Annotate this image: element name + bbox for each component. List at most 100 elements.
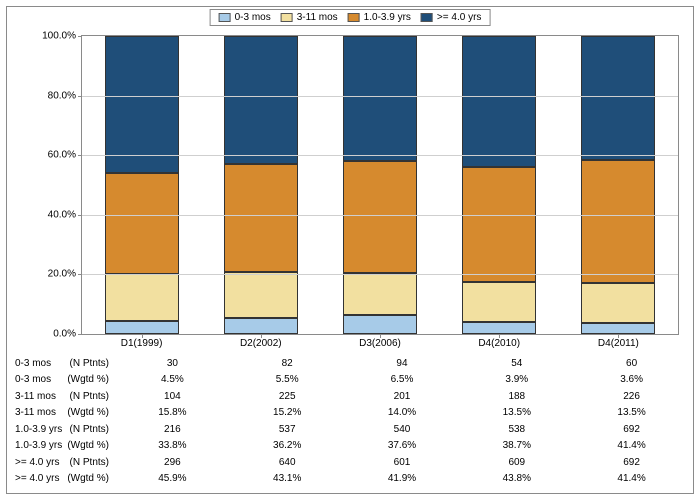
table-cell: 225 bbox=[230, 391, 345, 402]
table-row: 0-3 mos(Wgtd %)4.5%5.5%6.5%3.9%3.6% bbox=[11, 372, 689, 389]
legend-item: 3-11 mos bbox=[281, 12, 338, 23]
table-cell: 60 bbox=[574, 358, 689, 369]
table-row: 3-11 mos(Wgtd %)15.8%15.2%14.0%13.5%13.5… bbox=[11, 405, 689, 422]
bar-segment bbox=[343, 161, 417, 273]
legend-swatch-s3 bbox=[421, 13, 433, 22]
row-label-left: 1.0-3.9 yrs bbox=[15, 440, 62, 451]
legend-swatch-s1 bbox=[281, 13, 293, 22]
table-cell: 37.6% bbox=[345, 440, 460, 451]
chart-frame: 0-3 mos 3-11 mos 1.0-3.9 yrs >= 4.0 yrs … bbox=[6, 6, 694, 494]
table-cell: 94 bbox=[345, 358, 460, 369]
table-cell: 36.2% bbox=[230, 440, 345, 451]
bar-group bbox=[462, 36, 536, 334]
table-cell: 4.5% bbox=[115, 374, 230, 385]
row-label-left: 3-11 mos bbox=[15, 407, 56, 418]
table-row: 1.0-3.9 yrs(N Ptnts)216537540538692 bbox=[11, 421, 689, 438]
data-table: 0-3 mos(N Ptnts)30829454600-3 mos(Wgtd %… bbox=[11, 355, 689, 487]
bar-segment bbox=[224, 318, 298, 334]
ytick-label: 100.0% bbox=[42, 31, 82, 42]
row-label-right: (N Ptnts) bbox=[70, 457, 115, 468]
ytick-label: 40.0% bbox=[48, 209, 82, 220]
row-cells: 104225201188226 bbox=[115, 391, 689, 402]
bar-segment bbox=[462, 322, 536, 334]
table-cell: 692 bbox=[574, 457, 689, 468]
row-label: 3-11 mos(Wgtd %) bbox=[11, 407, 115, 418]
row-label-right: (N Ptnts) bbox=[70, 391, 115, 402]
row-label-left: 1.0-3.9 yrs bbox=[15, 424, 62, 435]
row-cells: 4.5%5.5%6.5%3.9%3.6% bbox=[115, 374, 689, 385]
table-cell: 15.2% bbox=[230, 407, 345, 418]
legend-label: 3-11 mos bbox=[297, 12, 338, 23]
row-label-left: 3-11 mos bbox=[15, 391, 56, 402]
bar-segment bbox=[581, 160, 655, 283]
row-label-left: >= 4.0 yrs bbox=[15, 457, 59, 468]
row-label-right: (N Ptnts) bbox=[70, 358, 115, 369]
bar-segment bbox=[343, 273, 417, 315]
xtick-label: D3(2006) bbox=[359, 334, 401, 349]
bar-segment bbox=[462, 36, 536, 167]
table-cell: 226 bbox=[574, 391, 689, 402]
row-label-right: (Wgtd %) bbox=[67, 473, 115, 484]
legend-swatch-s2 bbox=[348, 13, 360, 22]
bar-segment bbox=[224, 164, 298, 272]
ytick-label: 80.0% bbox=[48, 90, 82, 101]
xtick-label: D1(1999) bbox=[121, 334, 163, 349]
table-cell: 104 bbox=[115, 391, 230, 402]
row-cells: 45.9%43.1%41.9%43.8%41.4% bbox=[115, 473, 689, 484]
bar-segment bbox=[105, 36, 179, 173]
bar-group bbox=[581, 36, 655, 334]
table-row: >= 4.0 yrs(Wgtd %)45.9%43.1%41.9%43.8%41… bbox=[11, 471, 689, 488]
legend-label: 0-3 mos bbox=[235, 12, 271, 23]
row-label: 3-11 mos (N Ptnts) bbox=[11, 391, 115, 402]
plot-area: 0.0%20.0%40.0%60.0%80.0%100.0%D1(1999)D2… bbox=[81, 35, 679, 335]
bar-segment bbox=[105, 274, 179, 321]
table-cell: 13.5% bbox=[459, 407, 574, 418]
row-label-right: (Wgtd %) bbox=[67, 374, 115, 385]
gridline bbox=[82, 96, 678, 97]
table-cell: 30 bbox=[115, 358, 230, 369]
table-cell: 537 bbox=[230, 424, 345, 435]
legend-label: 1.0-3.9 yrs bbox=[364, 12, 411, 23]
table-cell: 201 bbox=[345, 391, 460, 402]
gridline bbox=[82, 155, 678, 156]
xtick-label: D2(2002) bbox=[240, 334, 282, 349]
table-cell: 38.7% bbox=[459, 440, 574, 451]
row-cells: 33.8%36.2%37.6%38.7%41.4% bbox=[115, 440, 689, 451]
bar-segment bbox=[343, 36, 417, 161]
table-cell: 45.9% bbox=[115, 473, 230, 484]
bar-group bbox=[224, 36, 298, 334]
row-cells: 296640601609692 bbox=[115, 457, 689, 468]
legend-item: >= 4.0 yrs bbox=[421, 12, 481, 23]
table-cell: 540 bbox=[345, 424, 460, 435]
legend-item: 0-3 mos bbox=[219, 12, 271, 23]
chart-root: 0-3 mos 3-11 mos 1.0-3.9 yrs >= 4.0 yrs … bbox=[0, 0, 700, 500]
table-cell: 640 bbox=[230, 457, 345, 468]
bar-segment bbox=[581, 283, 655, 323]
table-cell: 538 bbox=[459, 424, 574, 435]
table-cell: 15.8% bbox=[115, 407, 230, 418]
row-label-left: 0-3 mos bbox=[15, 358, 51, 369]
bar-segment bbox=[105, 321, 179, 334]
bar-segment bbox=[224, 36, 298, 164]
row-cells: 216537540538692 bbox=[115, 424, 689, 435]
bar-segment bbox=[462, 167, 536, 282]
gridline bbox=[82, 274, 678, 275]
table-cell: 601 bbox=[345, 457, 460, 468]
table-cell: 41.4% bbox=[574, 473, 689, 484]
row-label: 0-3 mos (N Ptnts) bbox=[11, 358, 115, 369]
table-cell: 13.5% bbox=[574, 407, 689, 418]
table-row: 1.0-3.9 yrs(Wgtd %)33.8%36.2%37.6%38.7%4… bbox=[11, 438, 689, 455]
table-cell: 43.8% bbox=[459, 473, 574, 484]
table-cell: 3.6% bbox=[574, 374, 689, 385]
row-label: >= 4.0 yrs(Wgtd %) bbox=[11, 473, 115, 484]
table-cell: 41.4% bbox=[574, 440, 689, 451]
table-cell: 14.0% bbox=[345, 407, 460, 418]
table-row: >= 4.0 yrs (N Ptnts)296640601609692 bbox=[11, 454, 689, 471]
table-row: 3-11 mos (N Ptnts)104225201188226 bbox=[11, 388, 689, 405]
row-label: 1.0-3.9 yrs(Wgtd %) bbox=[11, 440, 115, 451]
bar-segment bbox=[343, 315, 417, 334]
row-label: 1.0-3.9 yrs(N Ptnts) bbox=[11, 424, 115, 435]
row-label: >= 4.0 yrs (N Ptnts) bbox=[11, 457, 115, 468]
bar-group bbox=[105, 36, 179, 334]
bar-segment bbox=[581, 36, 655, 159]
